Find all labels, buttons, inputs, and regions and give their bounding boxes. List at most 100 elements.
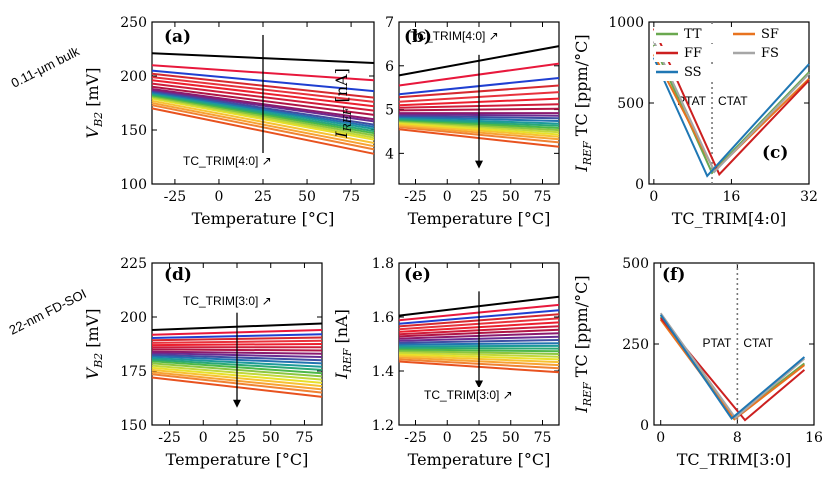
panel-f: 0 8 16 0 250 500 TC_TRIM[3:0] IREF TC [ppm/°C] P… — [572, 256, 823, 469]
series-line-FS — [652, 40, 810, 174]
x-axis-label: Temperature [°C] — [192, 209, 335, 228]
y-tick-label: 1.8 — [372, 256, 394, 272]
y-axis-label-unit: TC [ppm/°C] — [572, 275, 591, 382]
legend-bg — [731, 27, 797, 43]
panel-label: (e) — [404, 265, 431, 285]
x-axis-label: TC_TRIM[4:0] — [672, 209, 787, 228]
legend-bg — [731, 46, 797, 62]
y-tick-label: 200 — [120, 69, 147, 85]
legend-label-FS: FS — [761, 46, 779, 61]
series-line-TT — [652, 44, 810, 175]
y-axis-label-main: I — [572, 165, 591, 173]
panel-label: (b) — [404, 27, 432, 47]
y-tick-label: 250 — [622, 337, 649, 353]
y-tick-label: 4 — [385, 146, 394, 162]
y-tick-label: 1.6 — [372, 310, 394, 326]
panel-label: (c) — [762, 143, 788, 163]
x-tick-label: 25 — [470, 189, 488, 205]
y-tick-label: 0 — [635, 177, 644, 193]
series-line-SS — [652, 57, 810, 178]
trim-annotation: TC_TRIM[4:0] ↗ — [410, 29, 499, 43]
series-line-SS — [659, 314, 806, 420]
x-tick-label: 25 — [254, 189, 272, 205]
y-axis-label-sub: B2 — [92, 353, 105, 369]
legend-label-SS: SS — [684, 65, 702, 80]
x-tick-label: -25 — [158, 430, 181, 446]
legend-label-FF: FF — [684, 46, 702, 61]
series-line-FS — [659, 312, 806, 420]
x-axis-label: TC_TRIM[3:0] — [677, 450, 792, 469]
y-axis-label-sub: REF — [581, 141, 594, 166]
y-axis-label-unit: [mV] — [83, 309, 102, 353]
trim-annotation: TC_TRIM[3:0] ↗ — [424, 388, 513, 402]
y-tick-label: 200 — [120, 310, 147, 326]
annotation-bg — [422, 387, 534, 403]
panel-c: 0 16 32 0 500 1000 TC_TRIM[4:0] IREF TC [ppm/°C… — [572, 15, 818, 228]
row-label-bulk: 0.11-μm bulk — [9, 43, 83, 90]
y-axis-label-unit: [nA] — [332, 68, 351, 107]
y-axis-label: VB2 [mV] — [83, 309, 105, 380]
y-axis-label-unit: [mV] — [83, 68, 102, 112]
panel-d: -25 0 25 50 75 150 175 200 225 Temperature [°C] VB… — [83, 256, 323, 469]
panel-label: (d) — [164, 265, 192, 285]
trim-annotation: TC_TRIM[4:0] ↗ — [183, 154, 272, 168]
x-axis-label: Temperature [°C] — [166, 450, 309, 469]
panel-label: (a) — [164, 27, 191, 47]
x-tick-label: 0 — [214, 189, 223, 205]
legend-bg — [654, 46, 720, 62]
x-tick-label: -25 — [164, 189, 187, 205]
y-tick-label: 150 — [120, 418, 147, 434]
y-axis-label-main: I — [572, 406, 591, 414]
y-axis-label: IREF [nA] — [332, 309, 354, 380]
x-tick-label: -25 — [404, 430, 427, 446]
y-tick-label: 6 — [385, 59, 394, 75]
x-tick-label: 50 — [502, 189, 520, 205]
y-axis-label-sub: REF — [341, 107, 354, 132]
trim-arrow-head — [233, 399, 241, 408]
x-tick-label: 50 — [502, 430, 520, 446]
y-axis-label: VB2 [mV] — [83, 68, 105, 139]
y-axis-label-sub: REF — [341, 348, 354, 373]
ptat-label: PTAT — [702, 336, 732, 350]
y-axis-label-main: I — [332, 131, 351, 139]
legend-label-SF: SF — [761, 27, 779, 42]
y-axis-label-unit: TC [ppm/°C] — [572, 34, 591, 141]
x-tick-label: 0 — [649, 189, 658, 205]
y-axis-label-main: I — [332, 372, 351, 380]
y-axis-label: IREF TC [ppm/°C] — [572, 275, 594, 413]
panel-a: -25 0 25 50 75 100 150 200 250 Temperature [°C] VB… — [83, 15, 375, 228]
legend-bg — [654, 65, 720, 81]
y-axis-label-main: V — [83, 125, 102, 138]
legend-bg — [654, 27, 720, 43]
trim-arrow-head — [475, 380, 483, 389]
y-axis-label-main: V — [83, 366, 102, 379]
x-tick-label: 8 — [733, 430, 742, 446]
y-tick-label: 250 — [120, 15, 147, 31]
x-tick-label: 16 — [723, 189, 741, 205]
x-tick-label: 0 — [443, 430, 452, 446]
x-tick-label: 0 — [199, 430, 208, 446]
y-tick-label: 100 — [120, 177, 147, 193]
y-tick-label: 5 — [385, 103, 394, 119]
x-tick-label: 25 — [228, 430, 246, 446]
x-tick-label: 25 — [470, 430, 488, 446]
y-tick-label: 1.4 — [372, 364, 394, 380]
y-axis-label: IREF TC [ppm/°C] — [572, 34, 594, 172]
legend-label-TT: TT — [684, 27, 702, 42]
x-tick-label: 32 — [800, 189, 818, 205]
panel-b: -25 0 25 50 75 4 5 6 7 Temperature [°C] IREF [nA] T… — [332, 15, 560, 228]
y-tick-label: 0 — [640, 418, 649, 434]
panel-e: -25 0 25 50 75 1.2 1.4 1.6 1.8 Temperature [°C] IR… — [332, 256, 560, 469]
annotation-bg — [181, 153, 293, 169]
x-tick-label: 16 — [805, 430, 823, 446]
x-tick-label: 75 — [296, 430, 314, 446]
x-tick-label: -25 — [404, 189, 427, 205]
y-tick-label: 7 — [385, 15, 394, 31]
series-line-SF — [659, 319, 806, 421]
y-tick-label: 225 — [120, 256, 147, 272]
ctat-label: CTAT — [743, 336, 773, 350]
x-tick-label: 75 — [342, 189, 360, 205]
y-tick-label: 1.2 — [372, 418, 394, 434]
y-axis-label-sub: REF — [581, 382, 594, 407]
